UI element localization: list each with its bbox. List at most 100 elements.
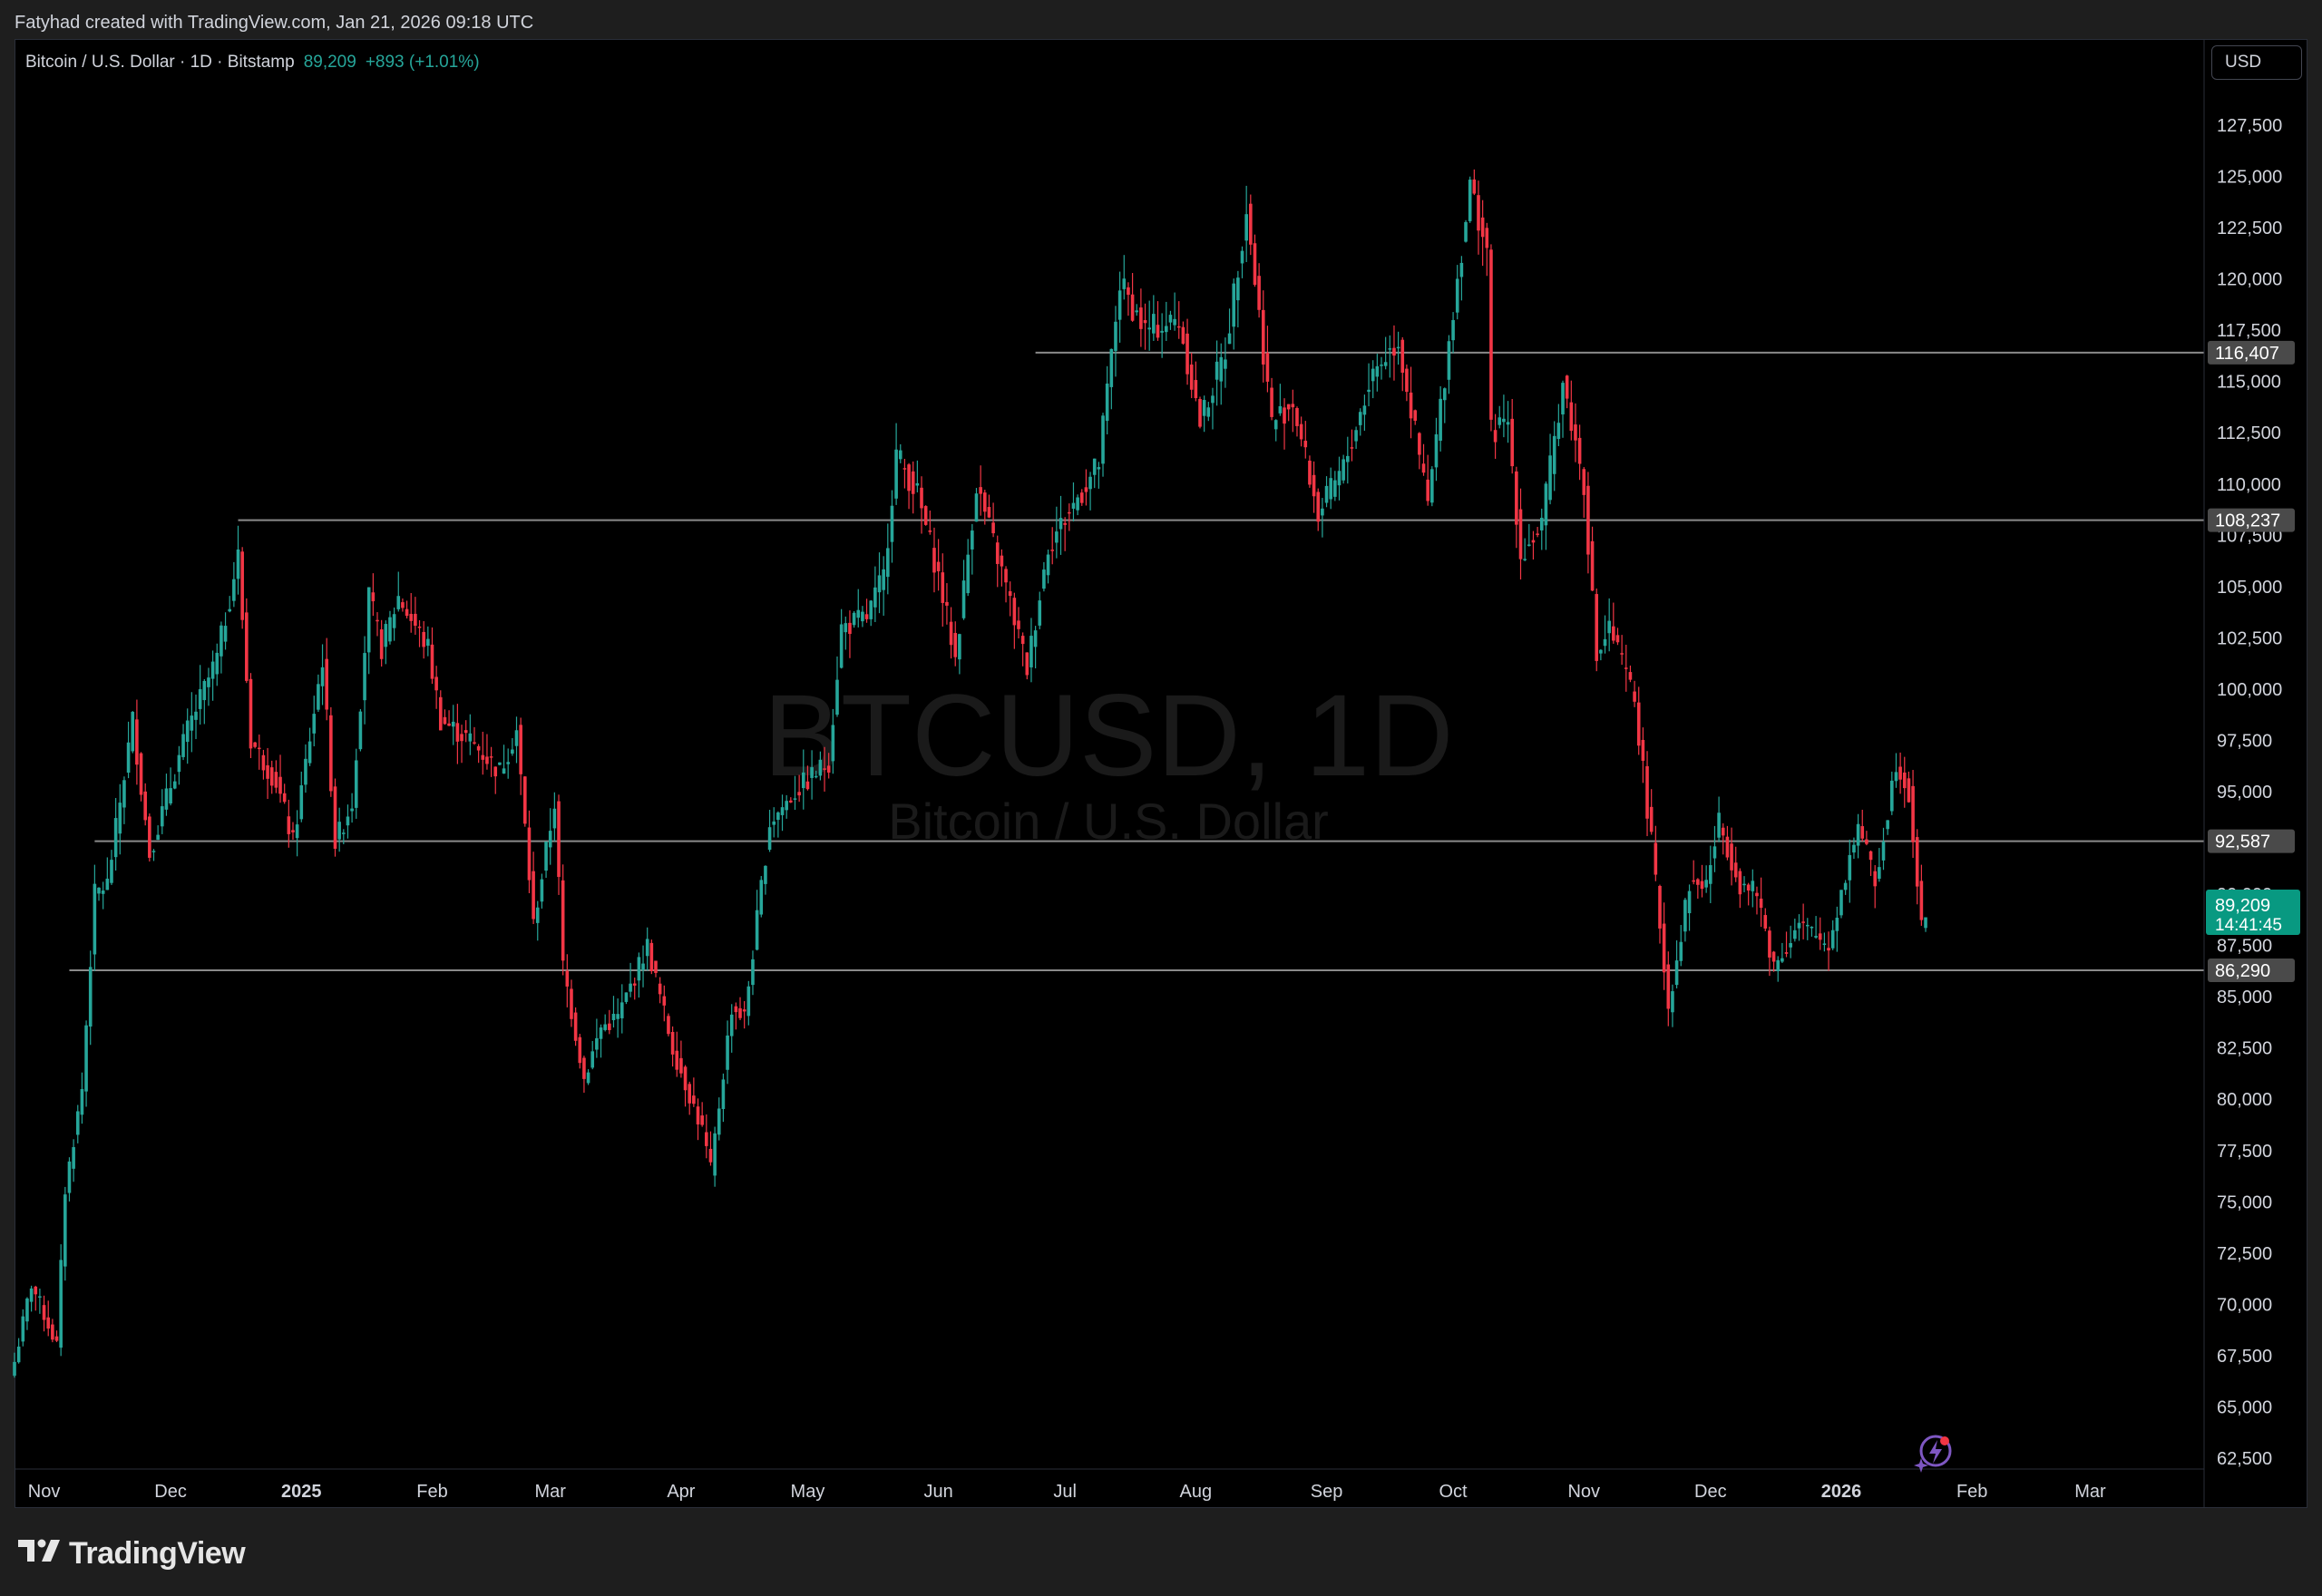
candle-body [1088, 476, 1092, 490]
candle-body [1620, 653, 1624, 655]
candle-body [1725, 836, 1730, 858]
candle [1510, 398, 1514, 474]
candle [1367, 363, 1371, 407]
candle-body [755, 910, 759, 950]
candle-body [852, 612, 856, 626]
candle [679, 1040, 683, 1078]
candle [540, 873, 544, 909]
candle-body [498, 762, 502, 765]
candle [1827, 931, 1830, 971]
candle [228, 596, 232, 613]
candle-body [1068, 511, 1071, 514]
candle [502, 744, 506, 774]
candle-body [1692, 880, 1695, 882]
price-tick-label: 67,500 [2217, 1347, 2272, 1367]
candle [34, 1285, 38, 1311]
candle [1595, 588, 1599, 672]
candle [1810, 926, 1814, 937]
candle-body [1721, 827, 1725, 836]
candle [852, 610, 856, 628]
price-tick-label: 125,000 [2217, 168, 2282, 188]
candle-body [333, 786, 337, 849]
candle [1033, 626, 1038, 669]
candle-body [1316, 491, 1321, 522]
candle-body [624, 992, 629, 1002]
candle [1822, 932, 1827, 952]
candle [1371, 360, 1375, 399]
candle [151, 849, 156, 861]
candle-body [1388, 348, 1392, 350]
candle [113, 798, 118, 871]
symbol-legend[interactable]: Bitcoin / U.S. Dollar · 1D · Bitstamp 89,… [25, 53, 480, 73]
candle [667, 1013, 670, 1036]
candle [670, 1026, 675, 1067]
candle-body [1696, 879, 1700, 885]
candle [582, 1056, 586, 1093]
candle [1105, 365, 1109, 434]
attribution-text: Fatyhad created with TradingView.com, Ja… [15, 13, 534, 33]
candle [1902, 756, 1907, 808]
candle-body [1712, 846, 1717, 859]
candle [1312, 461, 1316, 513]
candle-body [1810, 926, 1814, 929]
candle [1012, 592, 1017, 649]
candle-body [1164, 326, 1168, 333]
candle-body [34, 1286, 38, 1295]
candle [945, 583, 949, 625]
candle-body [679, 1057, 683, 1074]
candle [654, 960, 658, 978]
candle [961, 560, 966, 620]
candle [776, 811, 780, 838]
candle-body [1341, 459, 1345, 481]
candle-body [1518, 509, 1523, 560]
candle [414, 597, 417, 635]
candle [616, 998, 620, 1038]
candle-body [1582, 469, 1586, 495]
candle-body [1464, 221, 1468, 242]
candle-body [80, 1089, 84, 1115]
candle [649, 939, 654, 975]
candle-body [764, 865, 767, 884]
candle [848, 610, 852, 658]
tradingview-logo[interactable]: TradingView [16, 1536, 246, 1572]
candlestick-chart[interactable]: BTCUSD, 1D Bitcoin / U.S. Dollar 62,5006… [0, 0, 2322, 1523]
candle [721, 1073, 726, 1123]
candle [337, 807, 341, 852]
candle [949, 607, 953, 659]
candle-body [1405, 368, 1409, 393]
candle [46, 1300, 51, 1337]
candle-body [253, 742, 257, 747]
candle-body [1523, 559, 1527, 560]
candle-body [1333, 480, 1337, 497]
candle-body [1502, 418, 1506, 423]
candle [118, 783, 122, 855]
candle [1050, 527, 1055, 565]
candle [210, 650, 215, 701]
candle [384, 620, 388, 665]
candle-body [401, 602, 405, 608]
candle-body [670, 1031, 675, 1055]
candle [1725, 825, 1730, 861]
candle [1409, 366, 1413, 439]
candle-body [595, 1037, 599, 1050]
candle-body [434, 676, 438, 691]
candle-body [122, 780, 126, 808]
price-tick-label: 102,500 [2217, 628, 2282, 648]
lightning-badge-icon[interactable] [1914, 1433, 1954, 1477]
chart-panel[interactable] [15, 39, 2307, 1508]
candle-body [1219, 356, 1224, 382]
candle [249, 673, 253, 759]
candle [1185, 318, 1189, 385]
candle [190, 692, 194, 753]
price-tick-label: 115,000 [2217, 373, 2281, 393]
candle [1523, 538, 1527, 561]
candle-body [920, 487, 923, 509]
candle-body [667, 1016, 670, 1035]
candle [1211, 387, 1215, 430]
candle [1168, 310, 1173, 330]
candle [1662, 902, 1666, 990]
candle-body [1459, 262, 1464, 277]
candle-body [1599, 649, 1603, 654]
currency-button[interactable]: USD [2211, 45, 2302, 80]
candle [1329, 467, 1332, 510]
